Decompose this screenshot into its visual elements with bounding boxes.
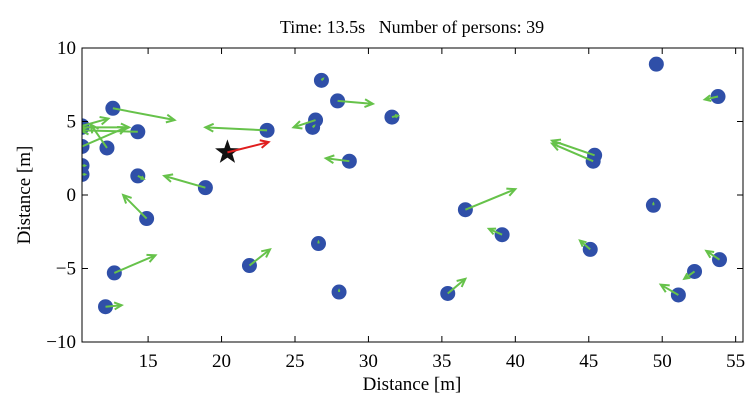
chart-title: Time: 13.5s Number of persons: 39 (280, 17, 544, 37)
y-axis-label: Distance [m] (14, 146, 35, 245)
plot-area (82, 56, 727, 315)
person-velocity-arrow (105, 301, 124, 311)
person-velocity-arrow (248, 247, 272, 267)
person-velocity-arrow (702, 94, 719, 102)
person-velocity-arrow (82, 115, 111, 127)
person-velocity-arrow (464, 187, 518, 211)
person-velocity-arrow (391, 114, 401, 119)
person-velocity-arrow (137, 174, 146, 180)
y-tick-label: 0 (67, 185, 77, 206)
person-velocity-arrow (113, 253, 158, 274)
person-velocity-arrow (486, 227, 503, 236)
x-tick-label: 55 (726, 351, 745, 372)
person-velocity-arrow (578, 239, 591, 251)
person-velocity-arrow (323, 154, 350, 164)
y-tick-label: 10 (57, 38, 76, 59)
person-velocity-arrow (291, 119, 316, 130)
x-axis-label: Distance [m] (363, 374, 462, 395)
x-tick-label: 40 (506, 351, 525, 372)
person-velocity-arrow (89, 122, 108, 149)
y-tick-label: −5 (56, 259, 76, 280)
person-velocity-arrow (317, 239, 320, 244)
person-velocity-arrow (549, 142, 594, 163)
person-velocity-arrow (82, 125, 138, 136)
person-velocity-arrow (337, 98, 376, 109)
person-velocity-arrow (682, 270, 696, 281)
person-velocity-arrow (112, 107, 177, 124)
person-velocity-arrow (162, 173, 206, 189)
x-tick-label: 25 (285, 351, 304, 372)
person-dot (648, 56, 664, 72)
y-tick-label: −10 (46, 332, 76, 353)
person-velocity-arrow (658, 283, 679, 296)
y-tick-label: 5 (67, 112, 77, 133)
person-velocity-arrow (337, 288, 341, 293)
robot-velocity-arrow (227, 139, 271, 154)
person-dot (305, 119, 321, 135)
x-tick-label: 30 (359, 351, 378, 372)
person-velocity-arrow (652, 201, 655, 206)
x-tick-label: 45 (579, 351, 598, 372)
person-velocity-arrow (203, 122, 268, 133)
x-tick-label: 15 (139, 351, 158, 372)
person-dot (82, 138, 90, 154)
x-tick-label: 20 (212, 351, 231, 372)
robot-star-marker (215, 139, 240, 163)
person-velocity-arrow (311, 124, 316, 129)
axes-frame (81, 47, 744, 343)
person-velocity-arrow (704, 249, 721, 261)
person-velocity-arrow (320, 77, 325, 82)
person-velocity-arrow (447, 277, 468, 295)
person-velocity-arrow (121, 193, 148, 220)
x-tick-label: 50 (653, 351, 672, 372)
x-tick-label: 35 (432, 351, 451, 372)
